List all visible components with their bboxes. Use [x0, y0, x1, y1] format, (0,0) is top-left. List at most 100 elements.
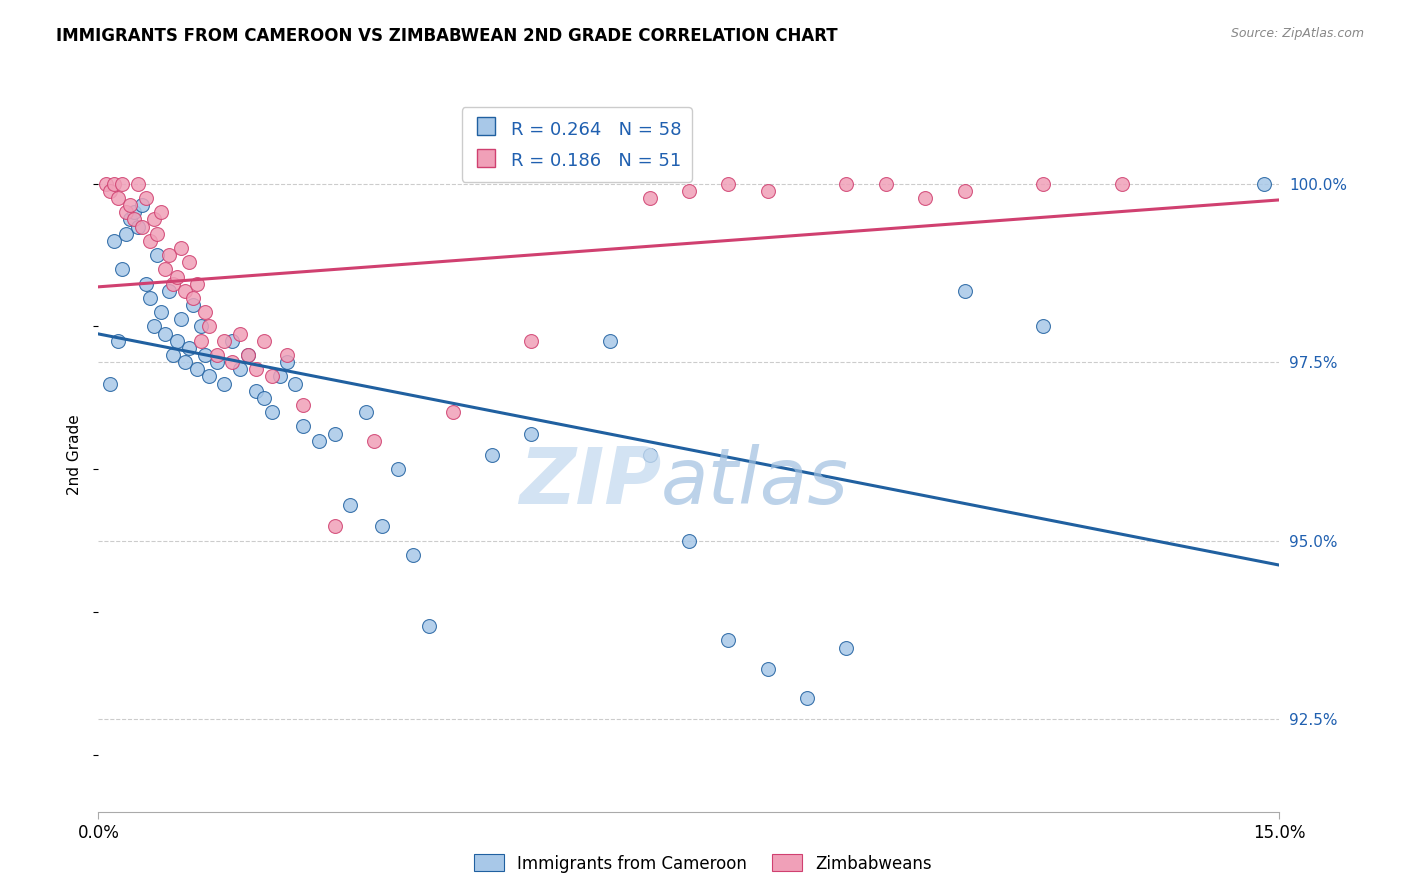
Point	[138, 234, 160, 248]
Point	[214, 334, 236, 348]
Point	[387, 462, 409, 476]
Point	[135, 277, 157, 291]
Point	[170, 312, 193, 326]
Point	[174, 355, 197, 369]
Point	[127, 177, 149, 191]
Point	[678, 533, 700, 548]
Point	[292, 419, 315, 434]
Point	[371, 519, 394, 533]
Point	[96, 177, 118, 191]
Point	[441, 405, 464, 419]
Point	[157, 248, 180, 262]
Point	[481, 448, 503, 462]
Point	[181, 298, 204, 312]
Point	[253, 334, 276, 348]
Point	[221, 355, 243, 369]
Point	[177, 341, 200, 355]
Point	[166, 334, 188, 348]
Point	[111, 262, 134, 277]
Point	[127, 219, 149, 234]
Text: ZIP: ZIP	[519, 443, 661, 520]
Point	[142, 212, 165, 227]
Point	[875, 177, 897, 191]
Point	[190, 319, 212, 334]
Point	[122, 212, 145, 227]
Point	[131, 219, 153, 234]
Point	[205, 348, 228, 362]
Point	[157, 284, 180, 298]
Point	[323, 426, 346, 441]
Point	[229, 362, 252, 376]
Point	[260, 405, 283, 419]
Point	[194, 305, 217, 319]
Text: atlas: atlas	[661, 443, 849, 520]
Legend: R = 0.264   N = 58, R = 0.186   N = 51: R = 0.264 N = 58, R = 0.186 N = 51	[461, 107, 692, 182]
Point	[118, 212, 141, 227]
Point	[138, 291, 160, 305]
Point	[194, 348, 217, 362]
Point	[131, 198, 153, 212]
Point	[155, 326, 177, 341]
Point	[150, 205, 173, 219]
Point	[269, 369, 291, 384]
Point	[678, 184, 700, 198]
Point	[236, 348, 259, 362]
Point	[150, 305, 173, 319]
Y-axis label: 2nd Grade: 2nd Grade	[67, 415, 83, 495]
Point	[162, 277, 184, 291]
Point	[197, 369, 219, 384]
Point	[260, 369, 283, 384]
Point	[1253, 177, 1275, 191]
Point	[292, 398, 315, 412]
Point	[276, 348, 298, 362]
Point	[520, 334, 543, 348]
Point	[953, 184, 976, 198]
Point	[796, 690, 818, 705]
Point	[111, 177, 134, 191]
Point	[756, 184, 779, 198]
Point	[284, 376, 307, 391]
Point	[115, 205, 138, 219]
Point	[177, 255, 200, 269]
Point	[835, 640, 858, 655]
Point	[717, 633, 740, 648]
Point	[174, 284, 197, 298]
Point	[190, 334, 212, 348]
Point	[402, 548, 425, 562]
Point	[323, 519, 346, 533]
Point	[115, 227, 138, 241]
Point	[914, 191, 936, 205]
Point	[363, 434, 385, 448]
Text: Source: ZipAtlas.com: Source: ZipAtlas.com	[1230, 27, 1364, 40]
Point	[1111, 177, 1133, 191]
Point	[197, 319, 219, 334]
Point	[236, 348, 259, 362]
Point	[599, 334, 621, 348]
Point	[98, 376, 121, 391]
Text: IMMIGRANTS FROM CAMEROON VS ZIMBABWEAN 2ND GRADE CORRELATION CHART: IMMIGRANTS FROM CAMEROON VS ZIMBABWEAN 2…	[56, 27, 838, 45]
Point	[155, 262, 177, 277]
Point	[638, 448, 661, 462]
Point	[245, 384, 267, 398]
Point	[142, 319, 165, 334]
Point	[186, 362, 208, 376]
Point	[1032, 319, 1054, 334]
Point	[638, 191, 661, 205]
Legend: Immigrants from Cameroon, Zimbabweans: Immigrants from Cameroon, Zimbabweans	[467, 847, 939, 880]
Point	[229, 326, 252, 341]
Point	[107, 334, 129, 348]
Point	[418, 619, 440, 633]
Point	[146, 227, 169, 241]
Point	[253, 391, 276, 405]
Point	[835, 177, 858, 191]
Point	[118, 198, 141, 212]
Point	[166, 269, 188, 284]
Point	[103, 234, 125, 248]
Point	[98, 184, 121, 198]
Point	[146, 248, 169, 262]
Point	[181, 291, 204, 305]
Point	[103, 177, 125, 191]
Point	[354, 405, 377, 419]
Point	[170, 241, 193, 255]
Point	[245, 362, 267, 376]
